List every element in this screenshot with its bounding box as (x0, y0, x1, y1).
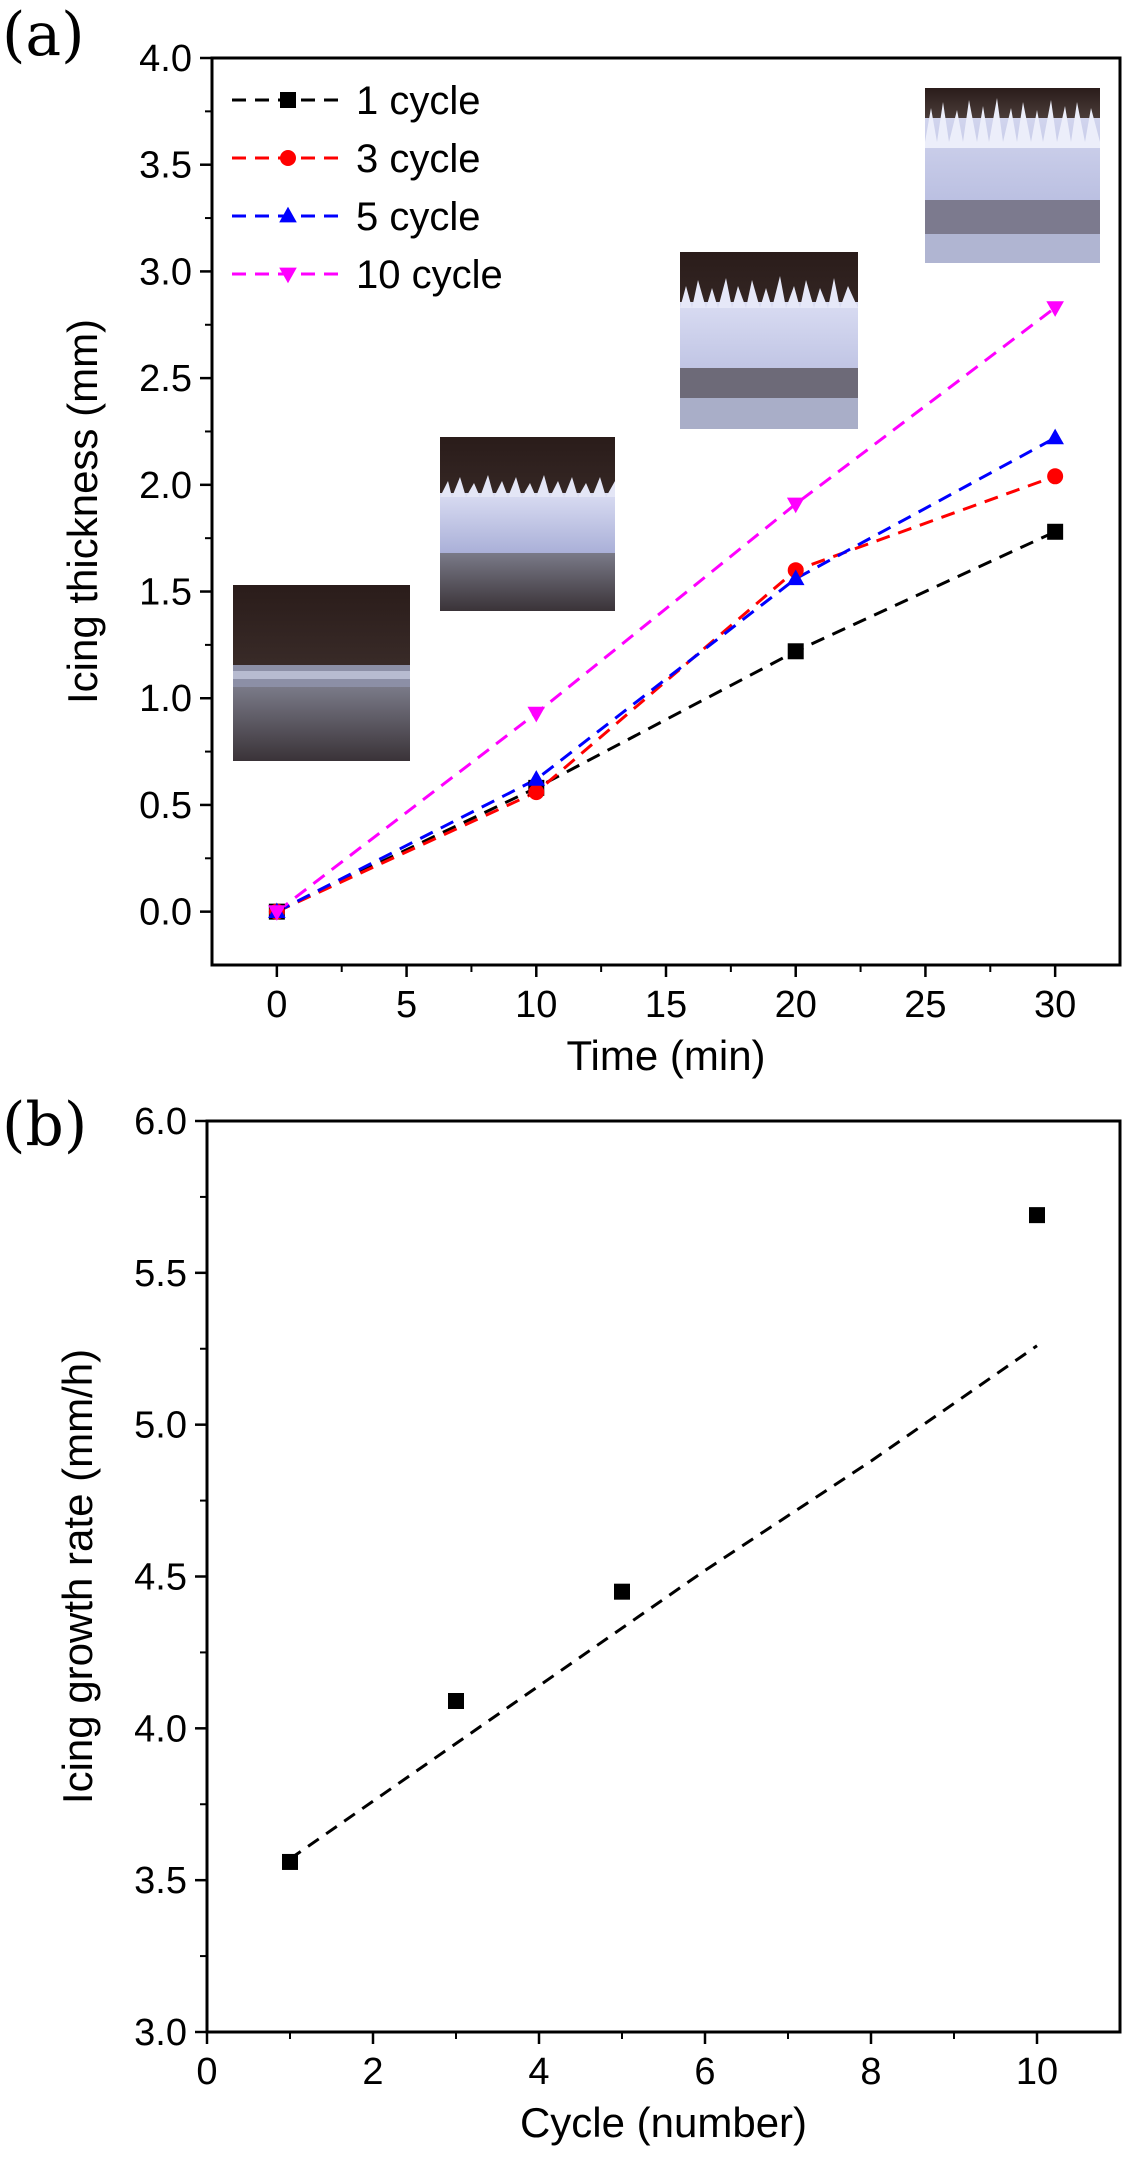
y-tick-label: 4.0 (139, 38, 192, 80)
x-tick-label: 4 (528, 2051, 549, 2093)
data-point-1-cycle (1047, 523, 1064, 540)
y-tick-label: 5.5 (134, 1253, 187, 1295)
x-tick-label: 25 (904, 984, 946, 1026)
y-tick-label: 1.0 (139, 678, 192, 720)
y-tick-label: 4.5 (134, 1557, 187, 1599)
axes-a: 0 5 10 15 20 25 30 0.0 0.5 1.0 1.5 2.0 2.5 3.0 3.5 4.0 (139, 38, 1122, 1026)
y-tick-label: 3.0 (134, 2012, 187, 2054)
data-point-10-cycle (786, 497, 805, 514)
x-tick-label: 8 (860, 2051, 881, 2093)
y-tick-label: 2.0 (139, 465, 192, 507)
x-tick-label: 2 (362, 2051, 383, 2093)
y-axis-title-a: Icing thickness (mm) (59, 319, 106, 704)
fit-line-b (289, 1344, 1038, 1861)
icing-photo-30min (925, 88, 1100, 263)
legend-marker (279, 267, 297, 284)
x-axis-title-b: Cycle (number) (520, 2099, 807, 2146)
series-line-10-cycle (275, 306, 1057, 913)
data-point-10-cycle (268, 905, 286, 921)
y-tick-label: 5.0 (134, 1405, 187, 1447)
data-point-5-cycle (786, 569, 805, 586)
legend-a: 1 cycle 3 cycle 5 cycle 10 cycle (232, 79, 503, 297)
legend-marker (280, 150, 296, 166)
data-point-10-cycle (527, 706, 546, 723)
y-tick-label: 4.0 (134, 1708, 187, 1750)
y-tick-label: 2.5 (139, 358, 192, 400)
data-point (614, 1583, 630, 1600)
x-tick-label: 5 (396, 984, 417, 1026)
legend-label: 3 cycle (356, 137, 481, 181)
x-axis-title-a: Time (min) (566, 1032, 765, 1079)
legend-label: 10 cycle (356, 253, 503, 297)
legend-label: 1 cycle (356, 79, 481, 123)
y-tick-label: 3.0 (139, 251, 192, 293)
axes-b: 0 2 4 6 8 10 3.0 3.5 4.0 4.5 5.0 5.5 6.0 (134, 1101, 1122, 2093)
inset-photos (233, 88, 1100, 761)
x-tick-label: 20 (775, 984, 817, 1026)
data-point-5-cycle (1046, 428, 1064, 445)
data-point-3-cycle (1047, 468, 1064, 485)
icing-photo-0min (233, 585, 410, 761)
fit-line (289, 1344, 1038, 1861)
data-point-5-cycle (527, 770, 546, 786)
plot-frame (205, 1119, 1122, 2034)
series-line-5-cycle (276, 436, 1056, 913)
x-tick-label: 10 (515, 984, 557, 1026)
x-tick-label: 30 (1034, 984, 1076, 1026)
data-point (448, 1693, 464, 1710)
series-markers-b (282, 1207, 1045, 1870)
x-tick-label: 10 (1016, 2051, 1058, 2093)
series-line-3-cycle (276, 474, 1056, 914)
data-point (1029, 1207, 1045, 1224)
y-tick-label: 0.5 (139, 785, 192, 827)
panel-b: (b) 0 2 4 6 8 10 3.0 3.5 4.0 4.5 5.0 5.5 6.0 Cycle (… (2, 1090, 1122, 2146)
y-tick-label: 6.0 (134, 1101, 187, 1143)
x-tick-label: 0 (196, 2051, 217, 2093)
panel-a: (a) (2, 0, 1122, 1079)
legend-label: 5 cycle (356, 195, 481, 239)
y-tick-label: 3.5 (139, 145, 192, 187)
data-point-3-cycle (528, 784, 545, 801)
series-line-1-cycle (276, 530, 1056, 914)
panel-b-label: (b) (2, 1090, 87, 1160)
icing-photo-10min (440, 437, 615, 611)
series-markers-a (268, 301, 1064, 921)
data-point-10-cycle (1046, 301, 1064, 317)
legend-marker (279, 206, 297, 223)
series-lines-a (275, 306, 1057, 914)
y-tick-label: 1.5 (139, 572, 192, 614)
y-tick-label: 0.0 (139, 892, 192, 934)
x-tick-label: 6 (694, 2051, 715, 2093)
y-tick-label: 3.5 (134, 1860, 187, 1902)
data-point (282, 1853, 298, 1870)
panel-a-label: (a) (2, 0, 85, 70)
y-axis-title-b: Icing growth rate (mm/h) (54, 1349, 101, 1804)
x-tick-label: 0 (266, 984, 287, 1026)
icing-photo-20min (680, 252, 858, 429)
legend-marker (280, 92, 296, 108)
data-point-1-cycle (787, 643, 804, 660)
x-tick-label: 15 (645, 984, 687, 1026)
